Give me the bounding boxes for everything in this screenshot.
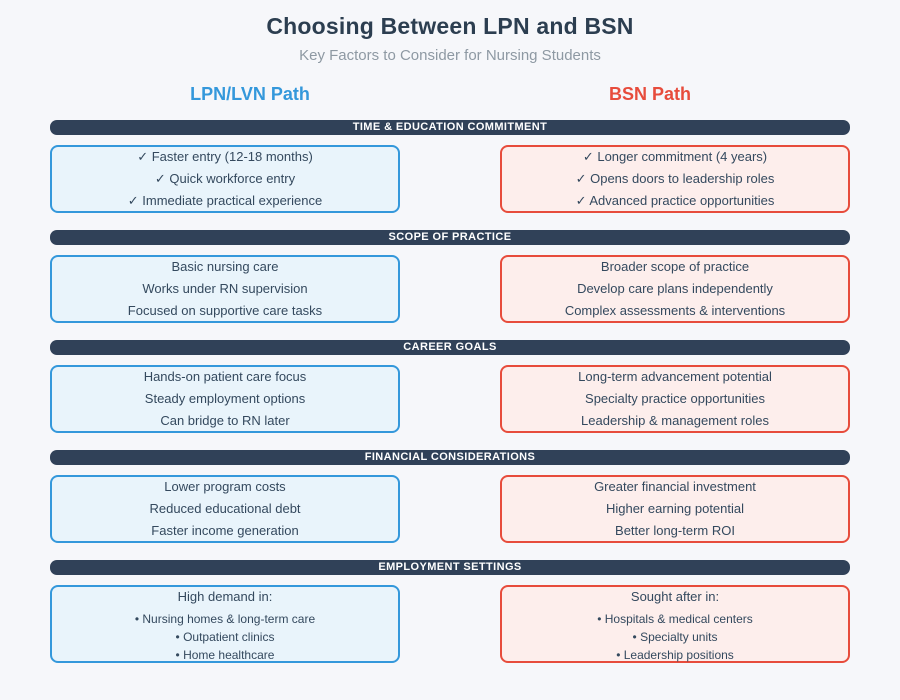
box-line: Greater financial investment bbox=[594, 479, 756, 494]
lpn-box-time-education: ✓ Faster entry (12-18 months) ✓ Quick wo… bbox=[50, 145, 400, 213]
box-line: Works under RN supervision bbox=[142, 281, 308, 296]
box-line: ✓ Opens doors to leadership roles bbox=[575, 171, 775, 186]
box-line: Focused on supportive care tasks bbox=[127, 303, 323, 318]
box-line: Long-term advancement potential bbox=[578, 369, 772, 384]
page-subtitle: Key Factors to Consider for Nursing Stud… bbox=[299, 47, 601, 64]
box-line: • Home healthcare bbox=[175, 647, 275, 662]
lpn-box-career-goals: Hands-on patient care focus Steady emplo… bbox=[50, 365, 400, 433]
box-line: ✓ Faster entry (12-18 months) bbox=[137, 149, 313, 164]
box-line: Reduced educational debt bbox=[149, 501, 301, 516]
box-line: High demand in: bbox=[177, 588, 273, 604]
box-line: • Nursing homes & long-term care bbox=[134, 611, 316, 626]
box-line: Complex assessments & interventions bbox=[564, 303, 786, 318]
lpn-box-scope-of-practice: Basic nursing care Works under RN superv… bbox=[50, 255, 400, 323]
box-line: Specialty practice opportunities bbox=[585, 391, 765, 406]
box-line: Broader scope of practice bbox=[600, 259, 750, 274]
box-line: Develop care plans independently bbox=[577, 281, 773, 296]
box-line: ✓ Immediate practical experience bbox=[127, 193, 323, 208]
box-line: ✓ Advanced practice opportunities bbox=[575, 193, 775, 208]
column-header-lpn: LPN/LVN Path bbox=[190, 84, 310, 104]
box-line: Hands-on patient care focus bbox=[143, 369, 307, 384]
box-line: Higher earning potential bbox=[605, 501, 745, 516]
box-line: ✓ Longer commitment (4 years) bbox=[582, 149, 768, 164]
box-line: Basic nursing care bbox=[171, 259, 279, 274]
bsn-box-career-goals: Long-term advancement potential Specialt… bbox=[500, 365, 850, 433]
box-line: • Leadership positions bbox=[616, 647, 734, 662]
column-header-bsn: BSN Path bbox=[608, 84, 692, 104]
box-line: Faster income generation bbox=[151, 523, 299, 538]
box-line: • Hospitals & medical centers bbox=[597, 611, 753, 626]
box-line: ✓ Quick workforce entry bbox=[154, 171, 296, 186]
box-line: Can bridge to RN later bbox=[160, 413, 290, 428]
box-line: Better long-term ROI bbox=[615, 523, 735, 538]
lpn-box-employment: High demand in: • Nursing homes & long-t… bbox=[50, 585, 400, 663]
bsn-box-time-education: ✓ Longer commitment (4 years) ✓ Opens do… bbox=[500, 145, 850, 213]
page-title: Choosing Between LPN and BSN bbox=[266, 13, 634, 39]
box-line: • Outpatient clinics bbox=[175, 629, 275, 644]
bsn-box-employment: Sought after in: • Hospitals & medical c… bbox=[500, 585, 850, 663]
box-line: Lower program costs bbox=[164, 479, 286, 494]
section-header-time-education: TIME & EDUCATION COMMITMENT bbox=[50, 120, 850, 135]
box-line: Steady employment options bbox=[144, 391, 306, 406]
box-line: Leadership & management roles bbox=[581, 413, 769, 428]
bsn-box-financial: Greater financial investment Higher earn… bbox=[500, 475, 850, 543]
lpn-box-financial: Lower program costs Reduced educational … bbox=[50, 475, 400, 543]
bsn-box-scope-of-practice: Broader scope of practice Develop care p… bbox=[500, 255, 850, 323]
box-line: Sought after in: bbox=[630, 588, 720, 604]
section-header-employment: EMPLOYMENT SETTINGS bbox=[50, 560, 850, 575]
section-header-financial: FINANCIAL CONSIDERATIONS bbox=[50, 450, 850, 465]
box-line: • Specialty units bbox=[632, 629, 718, 644]
section-header-career-goals: CAREER GOALS bbox=[50, 340, 850, 355]
section-header-scope-of-practice: SCOPE OF PRACTICE bbox=[50, 230, 850, 245]
